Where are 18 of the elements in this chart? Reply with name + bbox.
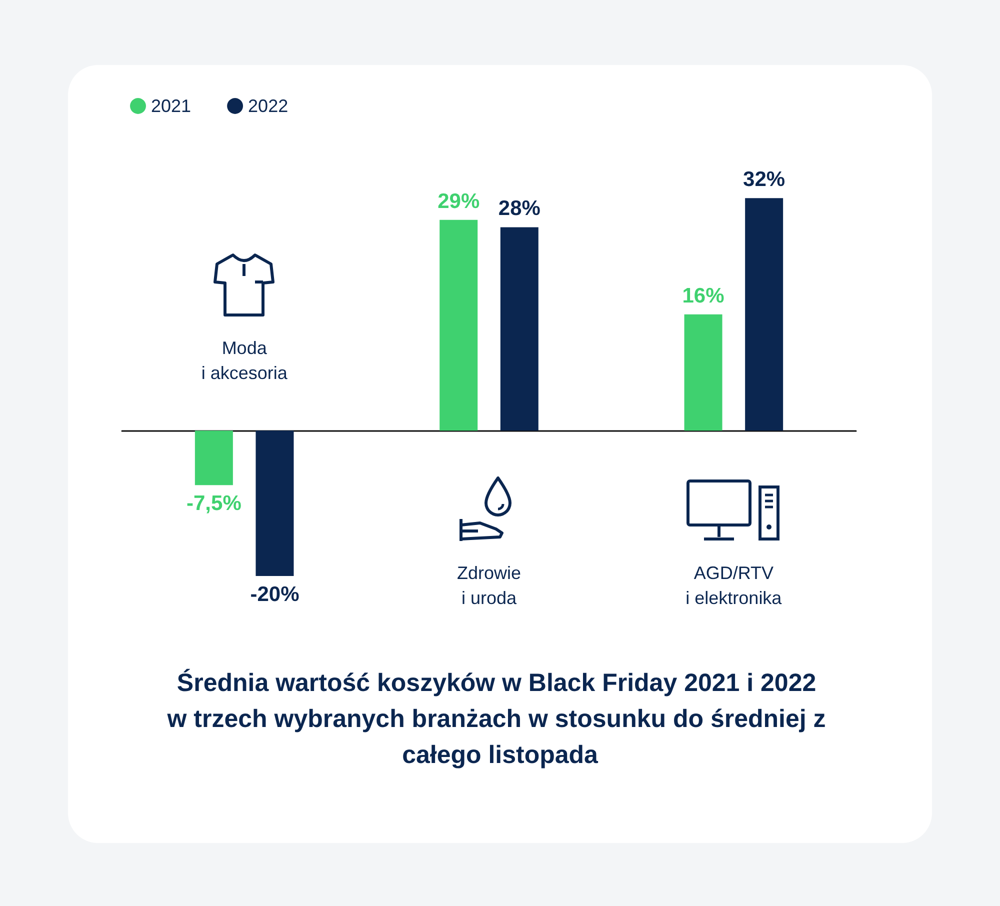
legend-label: 2021 xyxy=(151,96,192,116)
bar xyxy=(684,314,722,431)
data-label: 32% xyxy=(743,168,786,192)
data-label: 29% xyxy=(438,190,480,213)
data-label: -20% xyxy=(250,583,300,606)
x-tick-label: AGD/RTV i elektronika xyxy=(686,563,783,608)
text: Średnia wartość koszyków w Black Friday 2021 i 2022 w trzech wybranych branżach w stosunku do średniej z całego listopada xyxy=(166,668,833,769)
x-tick-label: Moda i akcesoria xyxy=(201,338,288,384)
bar xyxy=(440,220,478,431)
bar xyxy=(256,430,294,576)
bar xyxy=(745,198,784,431)
legend-label: 2022 xyxy=(248,96,288,116)
data-label: -7,5% xyxy=(186,492,242,516)
data-label: 28% xyxy=(498,197,541,220)
bar xyxy=(194,430,233,486)
data-label: 16% xyxy=(682,284,725,308)
x-tick-label: Zdrowie i uroda xyxy=(456,563,522,608)
bar xyxy=(500,227,538,431)
